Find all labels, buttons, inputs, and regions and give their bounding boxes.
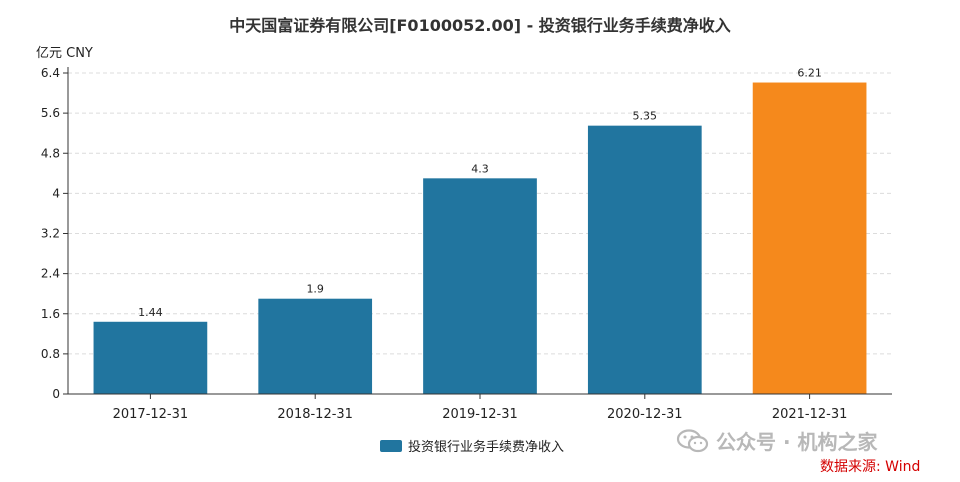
legend-label: 投资银行业务手续费净收入: [408, 440, 565, 455]
y-tick-label: 4.8: [41, 146, 60, 160]
x-tick-label: 2017-12-31: [113, 407, 189, 422]
y-tick-label: 0.8: [41, 347, 60, 361]
data-label: 4.3: [471, 162, 489, 175]
legend[interactable]: 投资银行业务手续费净收入: [380, 436, 564, 455]
bar: [423, 178, 537, 394]
watermark: 公众号 · 机构之家: [676, 426, 878, 455]
wechat-icon: [676, 428, 709, 452]
bar: [587, 125, 702, 394]
data-label: 5.35: [633, 110, 658, 123]
y-axis-unit-label: 亿元 CNY: [36, 46, 93, 61]
chart-title: 中天国富证券有限公司[F0100052.00] - 投资银行业务手续费净收入: [229, 16, 731, 35]
x-tick-label: 2018-12-31: [277, 407, 353, 422]
y-tick-label: 4: [52, 186, 60, 200]
bar: [93, 321, 208, 394]
data-label: 1.44: [138, 306, 163, 319]
x-tick-label: 2019-12-31: [442, 407, 518, 422]
y-tick-label: 1.6: [41, 307, 60, 321]
legend-swatch: [380, 439, 402, 452]
watermark-text: 公众号 · 机构之家: [716, 430, 878, 454]
y-tick-label: 0: [52, 387, 60, 401]
data-source: 数据来源: Wind: [820, 459, 921, 475]
y-tick-label: 3.2: [41, 227, 60, 241]
bar: [752, 82, 867, 394]
y-tick-label: 2.4: [41, 267, 60, 281]
x-tick-label: 2021-12-31: [772, 407, 848, 422]
bar: [258, 298, 373, 394]
y-tick-label: 5.6: [41, 106, 60, 120]
y-tick-label: 6.4: [41, 66, 60, 80]
data-label: 6.21: [797, 67, 822, 80]
data-label: 1.9: [306, 283, 324, 296]
x-tick-label: 2020-12-31: [607, 407, 683, 422]
